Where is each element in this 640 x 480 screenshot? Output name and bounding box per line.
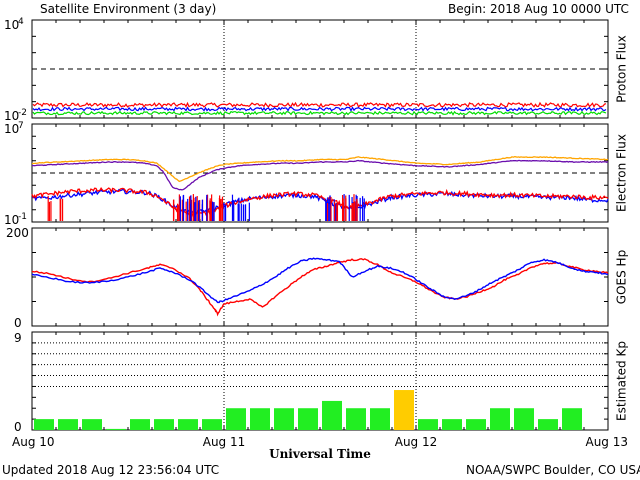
x-axis-tick-label: Aug 12: [395, 435, 438, 449]
kp-bar: [346, 408, 366, 430]
electron-series-orange: [32, 156, 609, 183]
x-axis-tick-label: Aug 13: [585, 435, 628, 449]
proton-series-red: [32, 101, 607, 109]
y-axis-label: Proton Flux: [615, 35, 629, 102]
proton-ytick-top: 10: [4, 18, 19, 32]
kp-bar: [226, 408, 246, 430]
proton-ytick-bottom: 10: [4, 109, 19, 123]
credit-text: NOAA/SWPC Boulder, CO USA: [466, 463, 640, 477]
kp-bar: [130, 419, 150, 430]
proton-ytick-bottom-exponent: -2: [18, 108, 27, 118]
kp-bar: [178, 419, 198, 430]
proton-series-blue: [32, 106, 607, 112]
kp-bar: [202, 419, 222, 430]
electron-ytick-bottom: 10: [4, 213, 19, 227]
kp-bar: [58, 419, 78, 430]
y-axis-label: Estimated Kp: [615, 341, 629, 421]
electron-ytick-top-exponent: 7: [18, 121, 24, 131]
kp-bar: [322, 400, 342, 430]
kp-bar: [154, 419, 174, 430]
x-axis-tick-label: Aug 10: [12, 435, 55, 449]
kp-bar: [274, 408, 294, 430]
y-axis-label: Electron Flux: [615, 134, 629, 212]
hp-series-red: [31, 258, 609, 317]
kp-bar: [82, 419, 102, 430]
kp-bar: [370, 408, 390, 430]
proton-ytick-top-exponent: 4: [18, 17, 24, 27]
kp-bar: [562, 408, 582, 430]
kp-bar: [490, 408, 510, 430]
electron-ytick-top: 10: [4, 122, 19, 136]
kp-bar: [538, 419, 558, 430]
electron-series-blue: [32, 188, 609, 216]
kp-bar: [466, 419, 486, 430]
chart-title: Satellite Environment (3 day): [40, 2, 217, 16]
updated-timestamp: Updated 2018 Aug 12 23:56:04 UTC: [2, 463, 220, 477]
kp-bar: [418, 419, 438, 430]
begin-time: Begin: 2018 Aug 10 0000 UTC: [448, 2, 629, 16]
kp-bar: [250, 408, 270, 430]
kp-bar: [394, 390, 414, 430]
y-axis-label: GOES Hp: [615, 250, 629, 304]
proton-series-green: [32, 110, 607, 116]
hp-ytick-bottom: 0: [14, 316, 22, 330]
kp-ytick-bottom: 0: [14, 420, 22, 434]
kp-bar: [106, 428, 126, 430]
hp-series-blue: [31, 257, 609, 304]
kp-ytick-top: 9: [14, 331, 22, 345]
x-axis-tick-label: Aug 11: [203, 435, 246, 449]
kp-bar: [298, 408, 318, 430]
electron-ytick-bottom-exponent: -1: [18, 212, 27, 222]
kp-bar: [514, 408, 534, 430]
electron-series-purple: [32, 159, 609, 191]
electron-series-red: [31, 187, 609, 219]
x-axis-title: Universal Time: [269, 447, 371, 461]
hp-ytick-top: 200: [6, 226, 29, 240]
kp-bar: [442, 419, 462, 430]
kp-bar: [34, 419, 54, 430]
